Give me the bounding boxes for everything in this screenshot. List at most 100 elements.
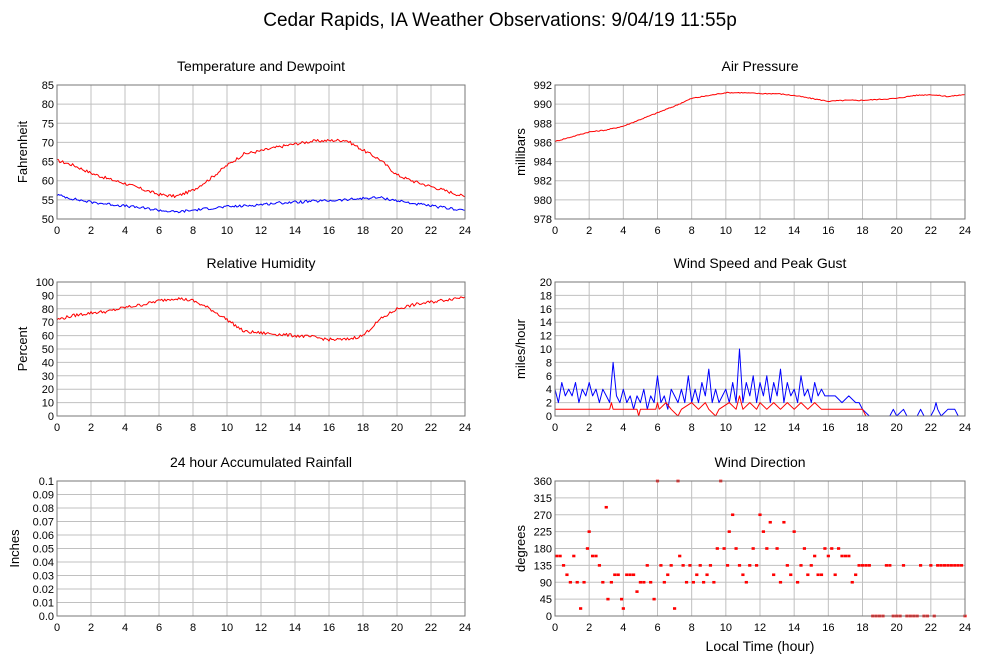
y-axis-label: Percent	[15, 326, 30, 371]
x-tick-label: 20	[891, 225, 903, 237]
data-point	[819, 573, 824, 577]
x-tick-label: 18	[357, 422, 369, 434]
chart-title: Wind Direction	[714, 454, 805, 470]
data-point	[799, 564, 803, 567]
y-tick-label: 75	[42, 118, 54, 130]
data-point	[708, 564, 713, 567]
data-point	[737, 564, 742, 567]
data-point	[936, 564, 940, 567]
y-axis-label: degrees	[513, 525, 528, 572]
x-tick-label: 16	[822, 622, 834, 634]
x-tick-label: 20	[891, 622, 903, 634]
data-point	[702, 580, 706, 584]
data-point	[888, 564, 892, 567]
data-point	[606, 597, 610, 601]
data-point	[568, 580, 572, 584]
data-point	[826, 554, 830, 558]
y-tick-label: 0.09	[33, 490, 54, 502]
data-point	[565, 573, 569, 577]
data-point	[678, 554, 682, 558]
y-tick-label: 0.03	[33, 571, 54, 583]
y-tick-label: 30	[42, 371, 54, 383]
x-tick-label: 18	[856, 622, 868, 634]
data-point	[594, 554, 598, 558]
data-point	[635, 590, 639, 593]
x-tick-label: 2	[586, 622, 592, 634]
data-point	[616, 573, 620, 577]
x-tick-label: 0	[552, 225, 558, 237]
data-point	[789, 573, 793, 577]
y-tick-label: 40	[42, 357, 54, 369]
x-tick-label: 2	[586, 225, 592, 237]
series-line-0	[56, 138, 466, 198]
data-point	[642, 580, 646, 584]
data-point	[715, 547, 719, 550]
y-tick-label: 0.05	[33, 544, 54, 556]
plot-frame	[554, 281, 966, 417]
y-axis-label: millibars	[513, 128, 528, 176]
y-tick-label: 14	[540, 317, 552, 329]
y-axis-label: Fahrenheit	[15, 121, 30, 184]
x-tick-label: 22	[425, 622, 437, 634]
y-tick-label: 20	[540, 277, 552, 289]
plot-frame	[554, 84, 966, 220]
data-point	[649, 580, 653, 584]
data-point	[672, 607, 677, 610]
data-point	[579, 607, 583, 610]
y-tick-label: 0.08	[33, 503, 54, 515]
data-point	[847, 554, 851, 558]
x-tick-label: 2	[88, 422, 94, 434]
x-tick-label: 20	[891, 422, 903, 434]
data-point	[942, 564, 947, 567]
y-tick-label: 10	[540, 344, 552, 356]
data-point	[727, 530, 731, 533]
data-point	[555, 554, 559, 558]
x-tick-label: 12	[754, 225, 766, 237]
data-point	[929, 564, 933, 567]
y-tick-label: 990	[534, 99, 552, 111]
data-point	[946, 564, 950, 567]
data-point	[802, 547, 807, 550]
data-point	[669, 564, 673, 567]
x-tick-label: 4	[122, 422, 128, 434]
plot-frame	[554, 480, 966, 617]
y-tick-label: 0.04	[33, 557, 54, 569]
y-tick-label: 55	[42, 195, 54, 207]
data-point	[765, 547, 769, 550]
data-point	[652, 597, 656, 601]
data-point	[681, 564, 685, 567]
x-tick-label: 6	[654, 622, 660, 634]
data-point	[761, 530, 766, 533]
y-tick-label: 4	[546, 384, 552, 396]
x-tick-label: 22	[425, 225, 437, 237]
x-tick-label: 20	[391, 225, 403, 237]
data-point	[956, 564, 960, 567]
x-tick-label: 18	[856, 225, 868, 237]
data-point	[809, 564, 813, 567]
x-tick-label: 22	[925, 422, 937, 434]
data-point	[813, 554, 817, 558]
y-tick-label: 978	[534, 214, 552, 226]
page-title: Cedar Rapids, IA Weather Observations: 9…	[263, 10, 737, 31]
x-tick-label: 10	[221, 422, 233, 434]
data-point	[631, 573, 636, 577]
y-tick-label: 135	[534, 560, 552, 572]
y-tick-label: 988	[534, 118, 552, 130]
x-tick-label: 6	[654, 422, 660, 434]
data-point	[823, 547, 827, 550]
x-tick-label: 4	[620, 422, 626, 434]
data-point	[691, 580, 695, 584]
x-tick-label: 20	[391, 422, 403, 434]
x-tick-label: 12	[255, 622, 267, 634]
y-tick-label: 0.01	[33, 598, 54, 610]
data-point	[712, 580, 716, 584]
y-tick-label: 10	[42, 398, 54, 410]
chart-title: Temperature and Dewpoint	[177, 58, 345, 74]
chart-title: Air Pressure	[721, 58, 798, 74]
y-tick-label: 18	[540, 290, 552, 302]
y-tick-label: 70	[42, 317, 54, 329]
data-point	[597, 564, 602, 567]
x-tick-label: 0	[552, 422, 558, 434]
